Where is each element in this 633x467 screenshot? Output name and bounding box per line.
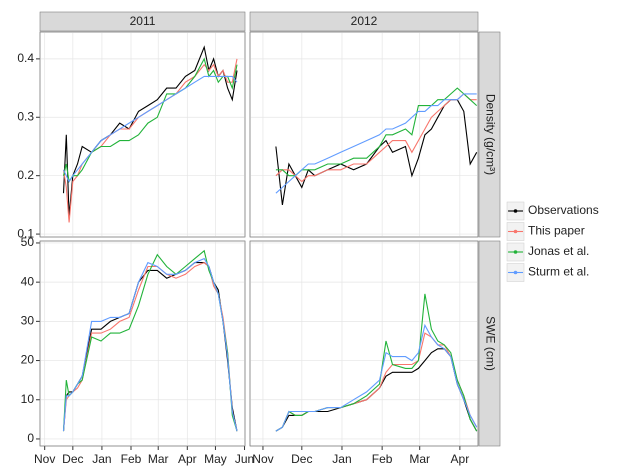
y-tick-label: 50 [21, 235, 35, 249]
panel [249, 240, 479, 447]
x-tick-label: Jun [235, 452, 254, 466]
panel-border [39, 31, 246, 238]
strip-label: SWE (cm) [483, 316, 497, 371]
panel-border [249, 240, 479, 447]
strip [478, 240, 501, 447]
y-tick-label: 0.4 [17, 51, 34, 65]
legend-label: Observations [528, 203, 599, 217]
series-line [275, 93, 477, 194]
x-tick-label: Nov [252, 452, 273, 466]
y-tick-label: 20 [21, 353, 35, 367]
series-line [62, 257, 238, 432]
y-tick-label: 30 [21, 314, 35, 328]
strip [249, 11, 479, 32]
series-line [275, 87, 478, 177]
panel [249, 31, 479, 238]
x-tick-label: Jan [92, 452, 111, 466]
x-tick-label: Dec [291, 452, 312, 466]
strip-label: 2012 [351, 14, 378, 28]
series-line [275, 323, 478, 432]
series-line [275, 293, 478, 432]
x-tick-label: Apr [451, 452, 470, 466]
y-tick-label: 0 [27, 431, 34, 445]
y-tick-label: 40 [21, 274, 35, 288]
panel [39, 240, 246, 447]
legend-label: This paper [528, 224, 585, 238]
series-line [275, 93, 477, 183]
y-tick-label: 0.3 [17, 109, 34, 123]
x-tick-label: Apr [178, 452, 197, 466]
series-line [63, 75, 238, 183]
x-tick-label: Mar [409, 452, 430, 466]
x-tick-label: Nov [34, 452, 55, 466]
y-tick-label: 0.2 [17, 168, 34, 182]
legend-swatch [513, 250, 518, 254]
x-tick-label: Feb [121, 452, 142, 466]
legend-label: Sturm et al. [528, 265, 589, 279]
strip [39, 11, 246, 32]
legend-swatch [513, 270, 518, 275]
x-tick-label: Feb [372, 452, 393, 466]
panel-border [249, 31, 479, 238]
x-tick-label: Mar [148, 452, 169, 466]
y-tick-label: 0.1 [17, 226, 34, 240]
strip [478, 31, 501, 238]
strip-label: 2011 [130, 14, 156, 28]
x-tick-label: Dec [62, 452, 83, 466]
series-line [62, 57, 238, 184]
legend-label: Jonas et al. [528, 244, 589, 258]
panel-border [39, 240, 246, 447]
x-tick-label: Jan [332, 452, 351, 466]
legend-swatch [513, 209, 518, 213]
y-tick-label: 10 [21, 392, 35, 406]
x-tick-label: May [204, 452, 227, 466]
legend-swatch [513, 229, 518, 234]
strip-label: Density (g/cm³) [483, 94, 497, 175]
